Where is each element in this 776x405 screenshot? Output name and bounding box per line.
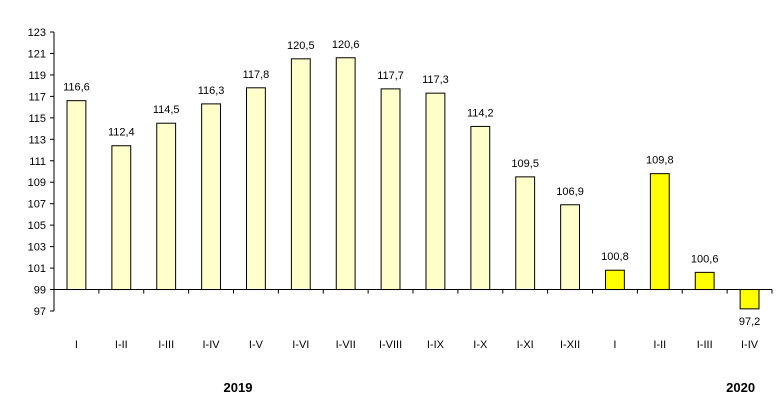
y-tick-label: 105 xyxy=(28,220,46,232)
data-label: 109,5 xyxy=(511,158,539,170)
x-tick-label: I-II xyxy=(653,339,666,351)
data-label: 100,6 xyxy=(691,253,719,265)
bar-13 xyxy=(649,173,670,291)
data-label: 117,7 xyxy=(377,70,404,82)
x-tick-label: I-XI xyxy=(517,339,534,351)
data-label: 117,3 xyxy=(422,74,449,86)
y-tick-label: 121 xyxy=(28,48,46,60)
bar-5 xyxy=(290,58,311,291)
y-tick-label: 111 xyxy=(29,156,46,168)
data-label: 112,4 xyxy=(108,127,135,139)
x-tick-label: I-IV xyxy=(203,339,221,351)
data-label: 120,6 xyxy=(332,39,360,51)
year-label-2019: 2019 xyxy=(224,380,253,395)
bar-8 xyxy=(425,92,446,291)
x-tick-label: I-II xyxy=(115,339,128,351)
y-tick-label: 117 xyxy=(28,91,46,103)
data-labels: 116,6 112,4 114,5 116,3 117,8 120,5 120,6 117,7… xyxy=(63,39,760,328)
bar-7 xyxy=(380,88,401,291)
bar-11 xyxy=(560,204,580,291)
y-tick-label: 115 xyxy=(28,113,46,125)
year-labels: 2019 2020 xyxy=(224,380,756,395)
x-axis: I I-II I-III I-IV I-V I-VI I-VII I-VIII I-IX I-X I… xyxy=(54,289,773,351)
bar-10 xyxy=(515,176,536,291)
year-label-2020: 2020 xyxy=(726,380,755,395)
data-label: 117,8 xyxy=(243,69,270,81)
data-label: 114,2 xyxy=(467,107,494,119)
y-tick-label: 99 xyxy=(34,285,46,297)
y-axis: 97 99 101 103 105 107 109 111 113 115 117 119 121 123 xyxy=(28,27,55,318)
y-tick-label: 113 xyxy=(28,134,46,146)
bar-1 xyxy=(111,145,132,291)
data-label: 120,5 xyxy=(287,40,315,52)
y-tick-label: 123 xyxy=(28,27,46,39)
data-label: 114,5 xyxy=(153,104,180,116)
data-label: 116,3 xyxy=(198,85,225,97)
y-tick-label: 101 xyxy=(28,263,46,275)
y-tick-label: 97 xyxy=(34,306,46,318)
x-tick-label: I-III xyxy=(697,339,713,351)
x-tick-label: I xyxy=(75,339,78,351)
bar-6 xyxy=(335,57,356,291)
bar-9 xyxy=(470,125,491,291)
bar-4 xyxy=(246,87,266,291)
bar-15 xyxy=(739,289,760,310)
x-tick-label: I-VIII xyxy=(379,339,402,351)
y-tick-label: 119 xyxy=(28,70,46,82)
x-tick-label: I-IX xyxy=(427,339,445,351)
data-label: 100,8 xyxy=(601,251,629,263)
bar-0 xyxy=(66,100,87,291)
bar-2 xyxy=(156,122,177,291)
data-label: 116,6 xyxy=(63,82,90,94)
data-label: 106,9 xyxy=(556,186,584,198)
data-label: 109,8 xyxy=(646,155,674,167)
x-tick-label: I xyxy=(613,339,616,351)
x-tick-label: I-V xyxy=(249,339,264,351)
bars xyxy=(66,57,760,310)
x-tick-label: I-IV xyxy=(741,339,759,351)
x-tick-label: I-VII xyxy=(336,339,356,351)
x-tick-label: I-X xyxy=(473,339,488,351)
y-tick-label: 109 xyxy=(28,177,46,189)
bar-3 xyxy=(201,103,221,291)
y-tick-label: 103 xyxy=(28,242,46,254)
y-tick-label: 107 xyxy=(28,199,46,211)
bar-14 xyxy=(694,271,715,291)
x-tick-label: I-III xyxy=(158,339,174,351)
x-tick-label: I-VI xyxy=(292,339,309,351)
data-label: 97,2 xyxy=(739,316,760,328)
x-tick-label: I-XII xyxy=(560,339,580,351)
bar-12 xyxy=(605,269,625,291)
